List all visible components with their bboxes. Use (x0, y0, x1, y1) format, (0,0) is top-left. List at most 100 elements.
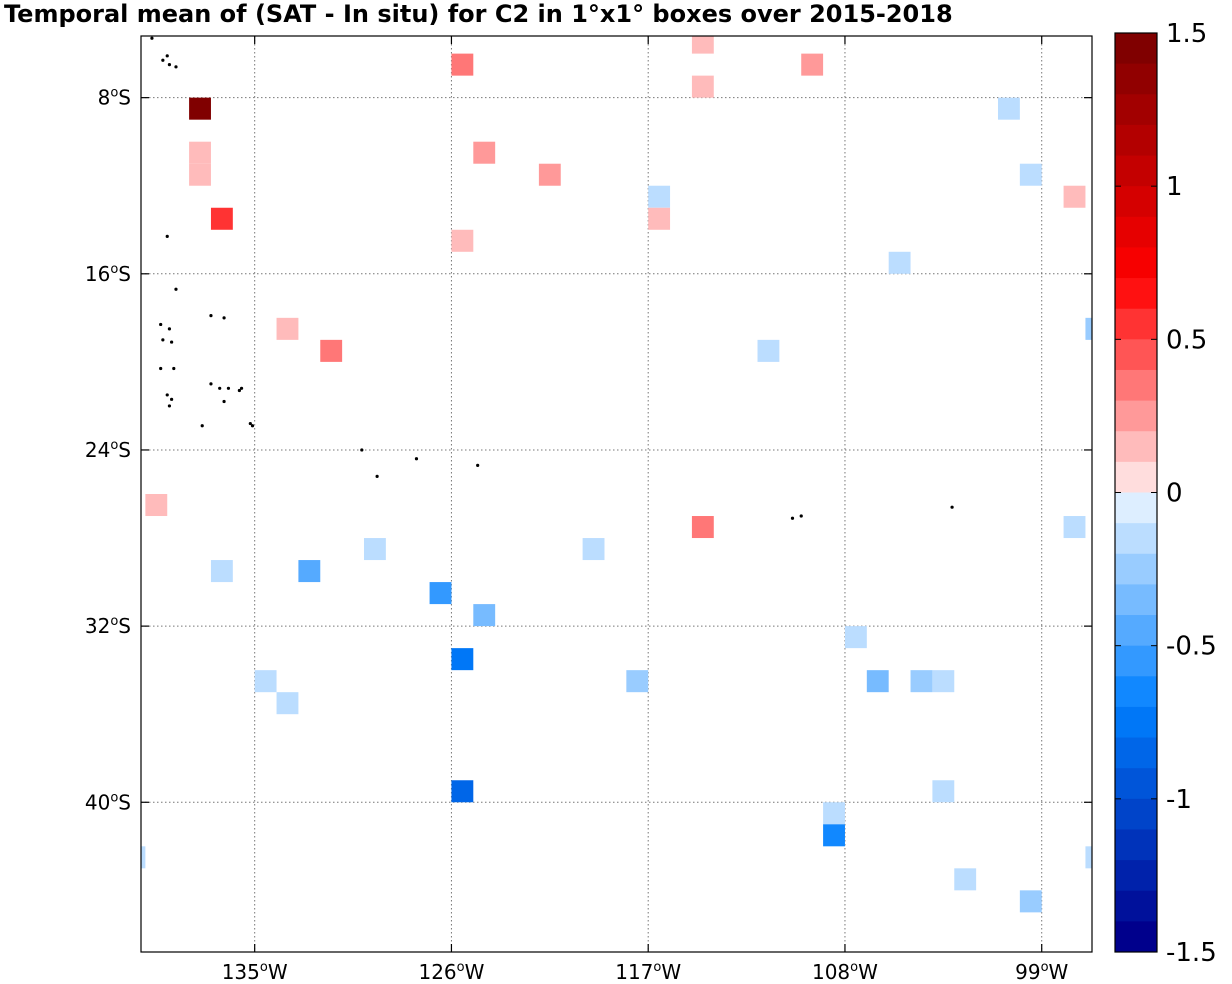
data-cell (626, 670, 649, 693)
island-dot (161, 58, 165, 62)
coastline-islands (150, 36, 954, 520)
data-cell (932, 670, 955, 693)
chart-title: Temporal mean of (SAT - In situ) for C2 … (4, 0, 953, 28)
data-cell (648, 185, 671, 208)
data-cell (363, 538, 386, 561)
island-dot (799, 514, 803, 518)
island-dot (159, 322, 163, 327)
colorbar-segment (1115, 492, 1157, 524)
island-dot (167, 404, 172, 408)
island-dot (209, 314, 213, 318)
island-dot (237, 388, 241, 393)
colorbar-segment (1115, 124, 1157, 157)
colorbar-tick-label: -0.5 (1166, 632, 1217, 662)
colorbar-tick-label: 1.5 (1166, 19, 1207, 49)
data-cell (1085, 317, 1092, 340)
x-tick-label: 99oW (1015, 960, 1068, 984)
data-cell (276, 692, 299, 715)
y-tick-label: 8oS (98, 86, 131, 110)
colorbar-segment (1115, 186, 1157, 218)
colorbar-segment (1115, 798, 1157, 830)
colorbar-segment (1115, 921, 1157, 953)
colorbar-segment (1115, 94, 1157, 126)
data-cell (866, 670, 889, 693)
data-cell (298, 560, 321, 583)
island-dot (790, 516, 795, 520)
island-dot (360, 448, 364, 452)
data-cell (320, 339, 343, 362)
colorbar-segment (1115, 584, 1157, 616)
data-cell (189, 97, 211, 120)
data-cell (691, 75, 714, 98)
island-dot (165, 54, 169, 58)
colorbar-segment (1115, 737, 1157, 769)
island-dot (167, 63, 172, 67)
colorbar-segment (1115, 645, 1157, 677)
island-dot (375, 474, 379, 478)
island-dot (167, 327, 172, 331)
colorbar-segment (1115, 247, 1157, 279)
island-dot (222, 399, 226, 404)
plot-frame (140, 35, 1093, 953)
data-cell (691, 516, 714, 539)
data-cell (844, 626, 867, 649)
colorbar-segment (1115, 860, 1157, 892)
colorbar-segment (1115, 339, 1157, 371)
island-dot (165, 234, 169, 238)
data-cell (254, 670, 277, 693)
data-cell (823, 824, 845, 847)
colorbar-segment (1115, 216, 1157, 248)
island-dot (476, 463, 480, 467)
colorbar-tick-label: 0 (1166, 479, 1183, 509)
data-cell (451, 780, 474, 803)
colorbar-tick-label: 0.5 (1166, 325, 1207, 355)
colorbar-segment (1115, 461, 1157, 493)
data-cell (1019, 163, 1042, 186)
island-dot (174, 287, 178, 291)
colorbar-tick-label: -1 (1166, 785, 1192, 815)
island-dot (250, 424, 255, 428)
colorbar-segment (1115, 829, 1157, 861)
y-tick-label: 32oS (85, 614, 131, 638)
data-cell (1019, 890, 1042, 913)
island-dot (172, 366, 176, 371)
island-dot (239, 386, 244, 390)
data-cell (210, 560, 233, 583)
x-tick-label: 117oW (615, 960, 681, 984)
data-cell (954, 868, 977, 891)
island-dot (226, 386, 231, 390)
data-cell (451, 229, 474, 252)
island-dot (200, 424, 204, 428)
data-cell (932, 780, 955, 803)
colorbar-tick-label: 1 (1166, 172, 1183, 202)
colorbar-tick-label: -1.5 (1166, 938, 1217, 968)
data-cell (757, 339, 780, 362)
y-tick-label: 40oS (85, 790, 131, 814)
island-dot (222, 316, 226, 320)
x-axis-tick-labels: 135oW 126oW 117oW 108oW 99oW (222, 960, 1069, 984)
colorbar-segment (1115, 369, 1157, 402)
y-tick-label: 16oS (85, 262, 131, 286)
axis-ticks (141, 36, 1092, 952)
colorbar-segment (1115, 768, 1157, 800)
island-dot (209, 382, 213, 386)
island-dot (950, 505, 954, 509)
data-cell (451, 53, 474, 76)
island-dot (161, 338, 165, 342)
island-dot (159, 366, 163, 371)
data-cell (888, 251, 911, 274)
colorbar-segment (1115, 676, 1157, 708)
data-cell (429, 582, 452, 605)
x-tick-label: 135oW (222, 960, 288, 984)
data-cell (189, 141, 211, 164)
colorbar-tick-labels: 1.5 1 0.5 0 -0.5 -1 -1.5 (1166, 19, 1217, 968)
colorbar-segment (1115, 278, 1157, 310)
data-cell (276, 317, 299, 340)
colorbar-segment (1115, 63, 1157, 95)
island-dot (174, 65, 178, 69)
colorbar-segment (1115, 33, 1157, 65)
y-tick-label: 24oS (85, 438, 131, 462)
data-cell (473, 604, 496, 627)
island-dot (170, 340, 174, 344)
